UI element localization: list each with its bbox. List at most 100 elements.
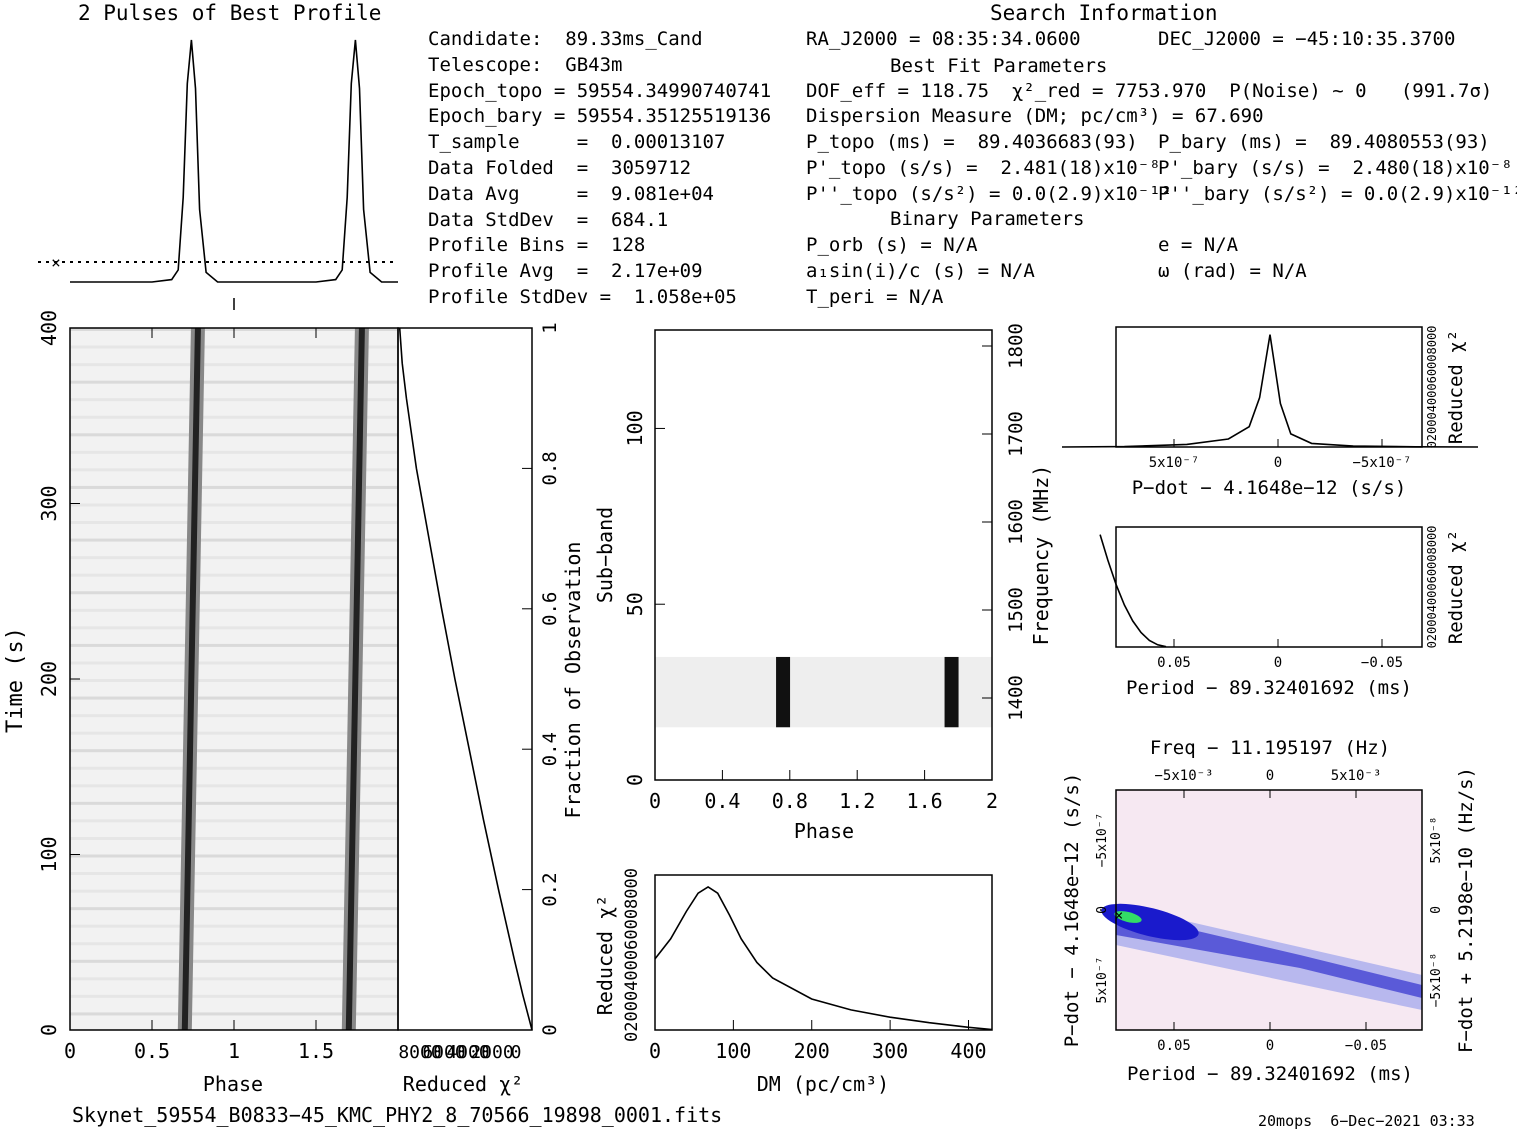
subband-phase-plot: 0 0.4 0.8 1.2 1.6 2 0 50 100 1400 1500 1600 1700 1800… bbox=[593, 323, 1053, 843]
info-right-line: DEC_J2000 = −45:10:35.3700 bbox=[1158, 28, 1456, 50]
chi2-tick-label: 0 bbox=[511, 1042, 522, 1063]
time-phase-stripe bbox=[70, 924, 398, 928]
info-mid-line: RA_J2000 = 08:35:34.0600 bbox=[806, 28, 1081, 50]
x-tick-label: 100 bbox=[715, 1039, 751, 1063]
info-mid-line: DOF_eff = 118.75 χ²_red = 7753.970 P(Noi… bbox=[806, 79, 1493, 102]
x-tick-label: 0.5 bbox=[134, 1039, 170, 1063]
dm-curve bbox=[654, 885, 993, 1031]
time-phase-stripe bbox=[70, 468, 398, 472]
time-phase-stripe bbox=[70, 889, 398, 893]
frac-tick-label: 0.4 bbox=[539, 732, 561, 766]
chi2-axis-label: Reduced χ² bbox=[1445, 530, 1467, 644]
y2-tick-label: 1600 bbox=[1005, 499, 1027, 545]
y2-tick-label: 1400 bbox=[1005, 675, 1027, 721]
info-left-line: Profile StdDev = 1.058e+05 bbox=[428, 286, 737, 308]
y-tick-label: 400 bbox=[37, 310, 61, 346]
info-mid-line: P'_topo (s/s) = 2.481(18)x10⁻⁸ bbox=[806, 157, 1161, 179]
frac-tick-label: 0.8 bbox=[539, 451, 561, 485]
time-phase-stripe bbox=[70, 959, 398, 963]
time-phase-stripe bbox=[70, 538, 398, 542]
signal-band bbox=[655, 656, 992, 728]
chi2-tick-label: 6000 bbox=[422, 1042, 465, 1063]
time-axis-label: Time (s) bbox=[3, 627, 28, 733]
time-phase-stripe bbox=[70, 415, 398, 419]
pp-peak-green bbox=[1114, 911, 1142, 923]
chi2-axis-label: Reduced χ² bbox=[1445, 330, 1467, 444]
time-phase-stripe bbox=[70, 801, 398, 805]
dm-axis-label: DM (pc/cm³) bbox=[757, 1072, 889, 1096]
period-chi2-plot: 0.05 0 −0.05 02000400060008000 Reduced χ² Per… bbox=[1099, 526, 1467, 699]
info-left-line: Epoch_topo = 59554.34990740741 bbox=[428, 79, 772, 102]
y-tick-label: 0 bbox=[37, 1024, 61, 1036]
time-phase-stripe bbox=[70, 643, 398, 647]
g-pdot-frame bbox=[1115, 326, 1423, 448]
pp-marker: × bbox=[1115, 908, 1123, 924]
subband-pulse bbox=[776, 656, 791, 728]
subband-pulse bbox=[944, 656, 959, 728]
frequency-axis-label: Frequency (MHz) bbox=[1029, 465, 1053, 646]
x-tick-label: −5x10⁻⁷ bbox=[1352, 455, 1411, 471]
period-pdot-plot: × 0.05 0 −0.05 −5x10⁻³ 0 5x10⁻³ −5x10⁻⁷ 0 5x10⁻⁷ 5… bbox=[1061, 737, 1477, 1085]
dm-chi2-plot: 0 100 200 300 400 02000400060008000 DM (pc/cm³… bbox=[593, 868, 993, 1096]
x-tick-label: 0 bbox=[1266, 1038, 1274, 1054]
x-tick-label: 0.4 bbox=[704, 789, 740, 813]
info-left-line: Profile Bins = 128 bbox=[428, 234, 646, 257]
best-fit-title: Best Fit Parameters bbox=[890, 55, 1108, 77]
subband-frame bbox=[654, 329, 993, 781]
y2-tick-label: 1700 bbox=[1005, 411, 1027, 457]
y-tick-label: 5x10⁻⁷ bbox=[1095, 957, 1110, 1004]
time-phase-stripe bbox=[70, 872, 398, 876]
time-phase-stripe bbox=[70, 994, 398, 998]
dm-chi2-label: Reduced χ² bbox=[593, 895, 617, 1015]
time-phase-stripe bbox=[70, 556, 398, 560]
info-left-line: Candidate: 89.33ms_Cand bbox=[428, 28, 703, 50]
g-period-curve bbox=[1099, 534, 1167, 648]
time-phase-stripe bbox=[70, 398, 398, 402]
x-tick-label: 0 bbox=[1274, 455, 1282, 471]
x-tick-label: 0 bbox=[1274, 655, 1282, 671]
x-tick-label: 400 bbox=[950, 1039, 986, 1063]
time-phase-stripe bbox=[70, 696, 398, 700]
x-tick-label: 0.05 bbox=[1157, 655, 1191, 671]
dm-frame bbox=[654, 874, 993, 1031]
pulse-track bbox=[181, 327, 201, 1031]
y-tick-labels: 02000400060008000 bbox=[622, 868, 642, 1042]
x-tick-label: 1.5 bbox=[298, 1039, 334, 1063]
x-tick-label: 0.05 bbox=[1157, 1038, 1191, 1054]
x-tick-label: 1.6 bbox=[907, 789, 943, 813]
time-phase-stripe bbox=[70, 784, 398, 788]
x-axis-label: P−dot − 4.1648e−12 (s/s) bbox=[1132, 477, 1407, 499]
info-mid-line: P''_topo (s/s²) = 0.0(2.9)x10⁻¹² bbox=[806, 182, 1173, 205]
info-mid-line: P_orb (s) = N/A bbox=[806, 234, 978, 257]
time-phase-stripe bbox=[70, 591, 398, 595]
g-pdot-curve bbox=[1061, 334, 1479, 448]
reduced-chi2-label: Reduced χ² bbox=[403, 1072, 523, 1096]
y-tick-label: 100 bbox=[37, 836, 61, 872]
time-phase-stripe bbox=[70, 380, 398, 384]
time-phase-stripe bbox=[70, 854, 398, 858]
x2-tick-label: −5x10⁻³ bbox=[1154, 768, 1213, 784]
time-phase-stripe bbox=[70, 766, 398, 770]
info-left-line: Epoch_bary = 59554.35125519136 bbox=[428, 105, 772, 128]
fraction-axis-label: Fraction of Observation bbox=[561, 542, 585, 819]
chi2-tick-label: 8000 bbox=[398, 1042, 441, 1063]
frac-tick-label: 0 bbox=[539, 1024, 561, 1035]
profile-plot: × bbox=[38, 39, 398, 310]
pdot-axis-label: P−dot − 4.1648e−12 (s/s) bbox=[1061, 773, 1083, 1048]
time-phase-stripe bbox=[70, 714, 398, 718]
x-tick-label: 0.8 bbox=[772, 789, 808, 813]
profile-title: 2 Pulses of Best Profile bbox=[78, 1, 382, 25]
chi2-tick-label: 2000 bbox=[470, 1042, 513, 1063]
info-left-line: Data StdDev = 684.1 bbox=[428, 208, 669, 231]
x-tick-label: 200 bbox=[794, 1039, 830, 1063]
x-tick-label: −0.05 bbox=[1361, 655, 1403, 671]
time-phase-stripe bbox=[70, 907, 398, 911]
y-tick-label: 0 bbox=[623, 774, 647, 786]
time-phase-stripe bbox=[70, 450, 398, 454]
time-phase-stripe bbox=[70, 749, 398, 753]
info-left-line: Telescope: GB43m bbox=[428, 53, 623, 76]
time-phase-stripe bbox=[70, 1012, 398, 1016]
footer-filename: Skynet_59554_B0833−45_KMC_PHY2_8_70566_1… bbox=[72, 1103, 723, 1127]
info-right-line: P''_bary (s/s²) = 0.0(2.9)x10⁻¹² bbox=[1158, 182, 1517, 205]
